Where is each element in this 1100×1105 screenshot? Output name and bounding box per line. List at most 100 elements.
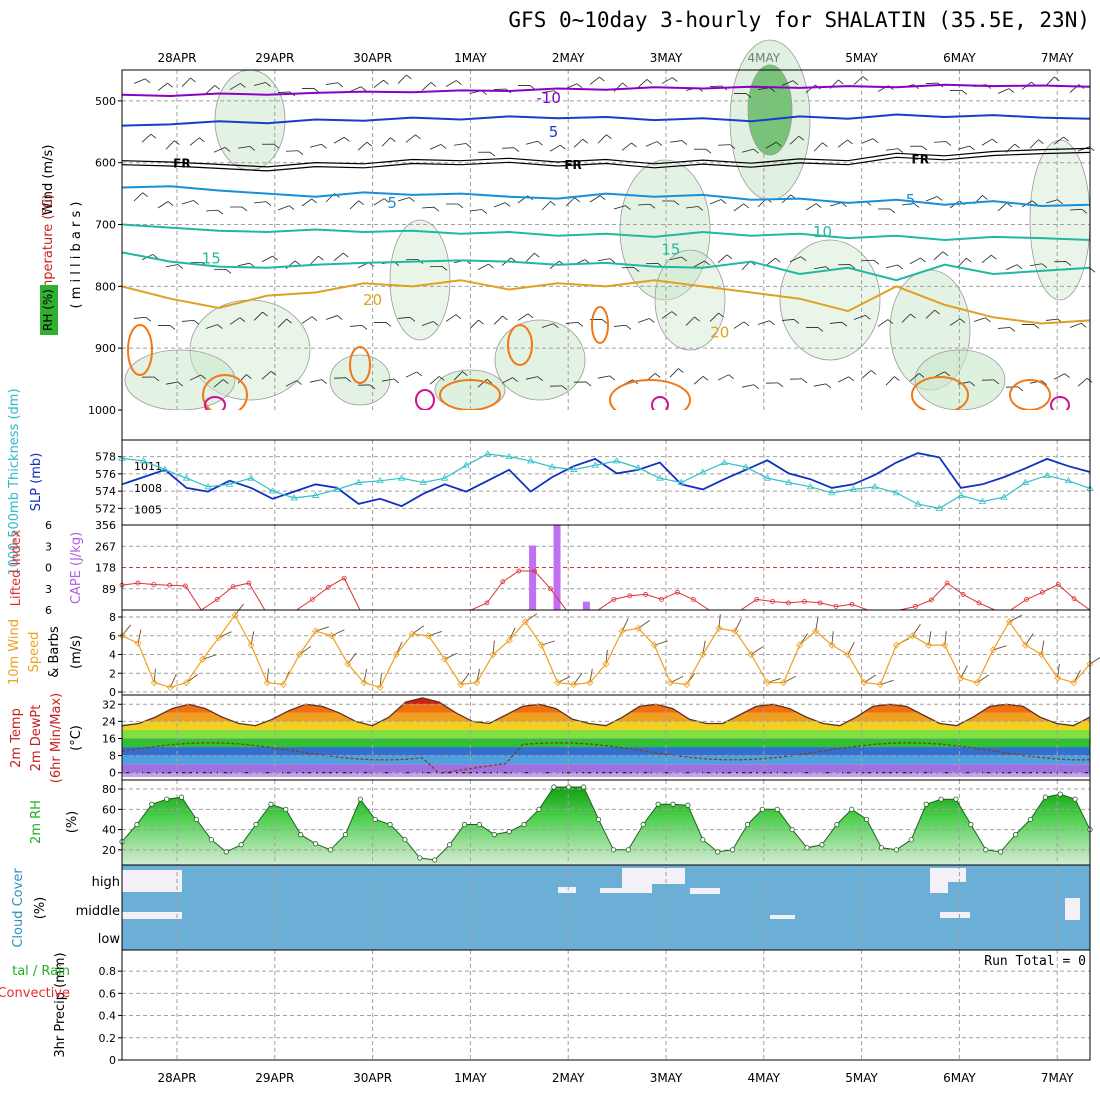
li-tick-label: 6 xyxy=(45,604,52,617)
date-label-bottom: 5MAY xyxy=(845,1071,878,1085)
contour-warm xyxy=(592,307,608,343)
wind-barb xyxy=(886,265,898,268)
wind-barb-flag xyxy=(754,385,759,389)
wind-barb-flag xyxy=(362,325,367,329)
wind-barb-flag xyxy=(193,200,198,204)
wind-barb-flag xyxy=(441,144,446,148)
wind-barb xyxy=(166,141,174,150)
rh-marker xyxy=(879,846,883,850)
rh-marker xyxy=(850,807,854,811)
wind-barb-flag xyxy=(146,317,151,321)
wind-barb xyxy=(374,199,384,205)
rh-marker xyxy=(671,802,675,806)
wind-barb-flag xyxy=(610,376,615,380)
rh-marker xyxy=(239,843,243,847)
date-label-top: 1MAY xyxy=(454,51,487,65)
wind-barb-flag xyxy=(991,255,996,259)
wind-barb-flag xyxy=(769,321,774,325)
wind-barb xyxy=(886,149,898,151)
y-tick-label: 800 xyxy=(95,280,116,293)
wind-barb-flag xyxy=(550,201,555,205)
rh-marker xyxy=(447,843,451,847)
wind-barb-flag xyxy=(647,79,652,83)
cape-tick-label: 89 xyxy=(102,583,116,596)
wind-barb xyxy=(470,320,479,328)
y-tick-label: 576 xyxy=(95,468,116,481)
contour-label: 10 xyxy=(813,223,832,241)
wind-barb xyxy=(614,325,626,326)
wind-barb-flag xyxy=(729,375,734,379)
wind-barb xyxy=(718,145,730,146)
rh-marker xyxy=(1073,797,1077,801)
wind-barb xyxy=(238,263,250,266)
rh-marker xyxy=(299,832,303,836)
rh-marker xyxy=(269,802,273,806)
wind-barb xyxy=(134,317,146,318)
wind-barb-flag xyxy=(937,196,942,200)
wind-barb-flag xyxy=(577,84,582,88)
wind-barb-flag xyxy=(1034,324,1039,328)
wind-barb-flag xyxy=(415,135,420,139)
slp-tick-label: 1008 xyxy=(134,482,162,495)
wind-barb xyxy=(670,369,678,378)
wind-barb xyxy=(718,375,729,380)
cloud-gap xyxy=(1065,898,1080,920)
wind-barb-flag xyxy=(383,80,388,84)
wind-barb xyxy=(286,151,298,152)
rh-marker xyxy=(715,850,719,854)
wind-barb xyxy=(494,203,505,207)
wind-barb xyxy=(158,83,167,90)
rh-marker xyxy=(998,850,1002,854)
cloud-gap xyxy=(650,868,685,884)
wind-barb-flag xyxy=(514,148,519,152)
wind-barb-flag xyxy=(322,144,327,148)
wind-barb xyxy=(302,199,312,206)
wind-barb xyxy=(1078,378,1087,386)
wind-barb-flag xyxy=(167,83,172,87)
y-tick-label: 24 xyxy=(102,715,116,728)
wind-barb-flag xyxy=(538,141,543,145)
rh-shading xyxy=(125,350,235,410)
wind-barb-flag xyxy=(409,198,414,202)
ylabel-cloud-units: (%) xyxy=(33,897,48,920)
ylabel-convective: Convective xyxy=(0,986,70,1001)
date-label-bottom: 4MAY xyxy=(747,1071,780,1085)
wind-barb-flag xyxy=(649,318,654,322)
rh-marker xyxy=(418,856,422,860)
rh-marker xyxy=(477,822,481,826)
wind-barb xyxy=(470,210,482,211)
wind-barb xyxy=(574,139,583,147)
wind-barb-flag xyxy=(943,252,948,256)
wind-barb xyxy=(838,140,848,147)
wind-barb-flag xyxy=(528,314,533,318)
wind-barb-flag xyxy=(343,253,348,257)
cloud-gap xyxy=(930,868,948,893)
rh-marker xyxy=(790,827,794,831)
wind-barb-flag xyxy=(890,209,895,213)
wind-barb xyxy=(478,264,489,270)
date-label-bottom: 7MAY xyxy=(1041,1071,1074,1085)
wind-barb-flag xyxy=(226,269,231,273)
rh-marker xyxy=(820,843,824,847)
date-label-top: 3MAY xyxy=(650,51,683,65)
wind-barb-flag xyxy=(1018,387,1023,391)
y-tick-label: 0.2 xyxy=(99,1032,117,1045)
wind-barb-flag xyxy=(775,258,780,262)
y-tick-label: 16 xyxy=(102,733,116,746)
wind-barb-flag xyxy=(322,380,327,384)
rh-shading xyxy=(390,220,450,340)
date-label-top: 28APR xyxy=(157,51,196,65)
ylabel-2m-dewpt: 2m DewPt xyxy=(29,705,44,772)
rh-marker xyxy=(343,832,347,836)
wind-barb-flag xyxy=(778,383,783,387)
rh-marker xyxy=(507,829,511,833)
wind-barb-flag xyxy=(344,137,349,141)
wind-barb xyxy=(310,256,318,265)
wind-barb xyxy=(286,261,295,269)
cloud-gap xyxy=(770,915,795,919)
wind-barb xyxy=(806,85,815,92)
wind-barb-flag xyxy=(394,379,399,383)
wind-barb-flag xyxy=(434,207,439,211)
cloud-level-label: middle xyxy=(76,904,120,919)
date-label-bottom: 2MAY xyxy=(552,1071,585,1085)
